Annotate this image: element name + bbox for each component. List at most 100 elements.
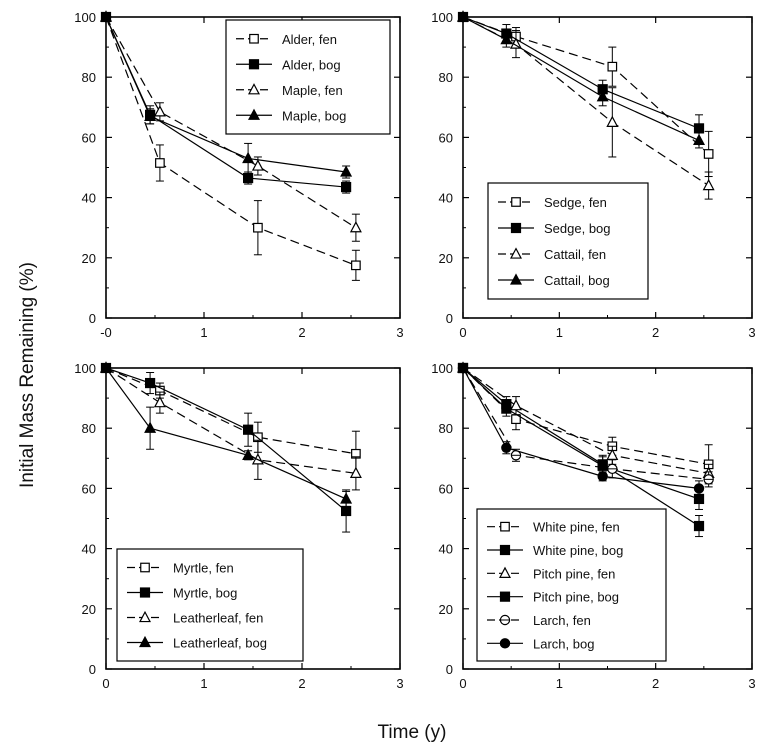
series-line [105, 367, 347, 500]
x-tick-label: 0 [459, 325, 466, 340]
x-tick-label: 1 [556, 676, 563, 691]
series-line [462, 16, 700, 141]
data-point [251, 159, 264, 171]
legend-label: Leatherleaf, fen [173, 611, 263, 626]
data-point [597, 460, 608, 471]
legend: White pine, fen White pine, bog Pitch pine… [476, 508, 667, 662]
legend-marker [139, 587, 151, 598]
legend-entry: Myrtle, bog [127, 586, 237, 601]
y-tick-label: 60 [439, 130, 453, 145]
legend-label: Myrtle, bog [173, 586, 237, 601]
data-point [457, 362, 469, 374]
y-tick-label: 40 [82, 191, 96, 206]
legend-marker [249, 33, 259, 44]
data-point [457, 10, 469, 22]
legend-entry: Alder, bog [236, 57, 341, 72]
data-point [703, 149, 714, 159]
y-tick-label: 20 [82, 602, 96, 617]
data-point [349, 221, 362, 233]
x-tick-label: -0 [100, 325, 112, 340]
data-point [509, 398, 522, 411]
y-tick-label: 40 [439, 191, 453, 206]
y-tick-label: 20 [439, 602, 453, 617]
series-line [105, 367, 356, 455]
series-line [105, 16, 357, 266]
data-point [153, 395, 166, 408]
legend-marker [511, 197, 521, 207]
legend-box [476, 508, 667, 662]
legend-entry: Maple, bog [236, 108, 346, 123]
data-point [145, 377, 156, 389]
legend-entry: Larch, fen [487, 613, 591, 628]
data-point [243, 172, 254, 184]
y-tick-label: 60 [82, 481, 96, 496]
legend-entry: Sedge, bog [498, 221, 611, 236]
legend-marker [499, 566, 511, 578]
y-tick-label: 20 [82, 251, 96, 266]
legend-entry: Cattail, fen [498, 247, 606, 262]
x-tick-label: 3 [748, 676, 755, 691]
legend-marker [510, 222, 522, 234]
legend-marker [139, 610, 151, 623]
y-tick-label: 80 [82, 421, 96, 436]
data-point [144, 421, 157, 433]
data-point-shape [501, 442, 512, 453]
data-point [349, 466, 362, 478]
data-point [693, 520, 705, 532]
legend-label: Leatherleaf, bog [173, 636, 267, 651]
legend-entry: Myrtle, fen [127, 561, 234, 576]
data-point [243, 424, 254, 435]
legend-label: Myrtle, fen [173, 561, 234, 576]
data-point [155, 158, 165, 168]
data-point [341, 181, 352, 193]
data-point-shape [597, 471, 608, 482]
y-tick-label: 40 [82, 542, 96, 557]
y-axis-title: Initial Mass Remaining (%) [17, 262, 38, 488]
series-larch-bog [457, 362, 705, 497]
legend-label: Cattail, bog [544, 273, 610, 288]
y-tick-label: 100 [431, 361, 453, 376]
data-point [153, 105, 166, 117]
data-point [100, 10, 112, 22]
data-point [100, 361, 112, 373]
y-tick-label: 100 [431, 10, 453, 25]
y-tick-label: 0 [446, 311, 453, 326]
data-point [693, 133, 706, 146]
data-point [242, 151, 255, 164]
data-point-shape [693, 483, 705, 494]
series-leatherleaf-bog [100, 361, 353, 507]
x-tick-label: 0 [102, 676, 109, 691]
legend-entry: Leatherleaf, fen [127, 611, 263, 626]
data-point [253, 222, 263, 233]
data-point [242, 448, 255, 460]
legend-marker [248, 59, 260, 70]
series-maple-bog [100, 10, 353, 179]
legend-marker [499, 544, 511, 556]
legend-entry: Maple, fen [236, 83, 343, 98]
x-tick-label: 2 [652, 676, 659, 691]
y-tick-label: 60 [82, 130, 96, 145]
legend-label: Larch, fen [533, 613, 591, 628]
y-tick-label: 100 [74, 361, 96, 376]
data-point-shape [457, 362, 469, 374]
y-tick-label: 100 [74, 10, 96, 25]
y-tick-label: 80 [82, 70, 96, 85]
x-axis-title: Time (y) [378, 722, 447, 743]
x-tick-label: 3 [396, 325, 403, 340]
data-point [340, 492, 353, 504]
x-tick-label: 1 [200, 676, 207, 691]
data-point [596, 90, 609, 102]
legend-marker [499, 591, 511, 602]
legend-entry: Cattail, bog [498, 273, 610, 288]
legend-entry: White pine, bog [487, 543, 623, 558]
data-point [607, 61, 618, 72]
legend-label: Maple, fen [282, 83, 343, 98]
legend-marker [500, 521, 510, 532]
data-point [703, 474, 714, 485]
x-tick-label: 2 [298, 325, 305, 340]
legend: Sedge, fen Sedge, bog Cattail, fen Cattail,… [487, 182, 649, 300]
x-tick-label: 3 [748, 325, 755, 340]
series-line [105, 16, 347, 173]
